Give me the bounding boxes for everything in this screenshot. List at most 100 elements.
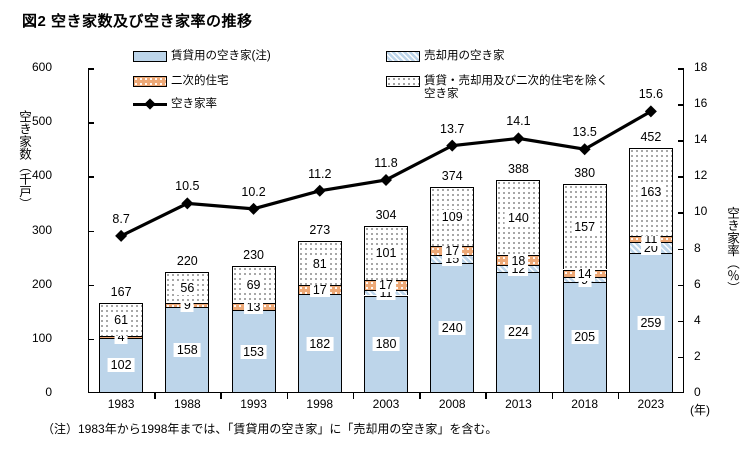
rate-value-label: 11.8 — [374, 155, 398, 170]
bar-segment-secondary[interactable]: 14 — [562, 266, 607, 281]
bar-segment-value: 158 — [173, 343, 201, 358]
bar-group[interactable]: 158 9 56 220 — [165, 68, 210, 393]
y-axis-right-tickmark — [678, 68, 684, 70]
y-axis-right-tick: 2 — [694, 348, 701, 363]
bar-segment-secondary[interactable]: 17 — [430, 243, 475, 258]
bar-segment-rental[interactable]: 158 — [165, 307, 210, 393]
y-axis-left-tick: 100 — [31, 330, 52, 345]
bar-segment-secondary[interactable]: 9 — [165, 298, 210, 313]
bar-segment-rental[interactable]: 224 — [496, 271, 541, 393]
bar-segment-secondary[interactable]: 11 — [628, 232, 673, 247]
legend-item-rental: 賃貸用の空き家(注) — [133, 50, 271, 63]
bar-group[interactable]: 153 13 69 230 — [231, 68, 276, 393]
y-axis-left-tick: 400 — [31, 168, 52, 183]
bar-segment-rental[interactable]: 102 — [99, 337, 144, 393]
bar-total-label: 273 — [309, 223, 331, 238]
legend-swatch-other-icon — [386, 76, 420, 87]
y-axis-left-tick: 500 — [31, 114, 52, 129]
x-axis-tickmark — [485, 393, 487, 399]
bar-segment-rental[interactable]: 153 — [231, 310, 276, 393]
bar-group[interactable]: 182 17 81 273 — [297, 68, 342, 393]
bar-segment-value: 61 — [111, 312, 132, 327]
bar-segment-value: 17 — [309, 283, 330, 298]
bar-group[interactable]: 180 11 17 101 304 — [364, 68, 408, 393]
bar-group[interactable]: 205914157380 — [562, 68, 607, 393]
y-axis-left-tick: 300 — [31, 222, 52, 237]
bar-segment-rental[interactable]: 259 — [628, 252, 673, 393]
y-axis-right-tickmark — [678, 284, 684, 287]
y-axis-right-tick: 18 — [694, 60, 708, 74]
bar-group[interactable]: 240 15 17 109 374 — [430, 68, 475, 393]
legend-label-other-line1: 賃貸・売却用及び二次的住宅を除く — [424, 75, 608, 87]
bar-segment-value: 180 — [372, 337, 400, 352]
y-axis-right-tickmark — [678, 140, 684, 142]
y-axis-right-tick: 10 — [694, 204, 708, 219]
plot-area: 102 4 61 167 158 9 56 220 153 13 69 230 182 17 81 273 18… — [88, 68, 684, 393]
legend-item-sale: 売却用の空き家 — [386, 50, 505, 63]
legend-label-secondary: 二次的住宅 — [171, 75, 229, 87]
bar-segment-value: 14 — [574, 266, 595, 281]
chart-legend: 賃貸用の空き家(注) 売却用の空き家 二次的住宅 賃貸・売却用及び二次的住宅を除… — [133, 50, 693, 112]
bar-segment-other[interactable]: 61 — [99, 302, 144, 336]
bar-segment-value: 182 — [306, 336, 334, 351]
x-axis-tick-label: 2008 — [438, 397, 466, 411]
bar-segment-secondary[interactable]: 18 — [496, 253, 541, 268]
x-axis-unit-label: (年) — [690, 403, 710, 417]
bar-segment-value: 17 — [442, 243, 463, 258]
y-axis-left-tick: 200 — [31, 276, 52, 291]
y-axis-right-tick: 4 — [694, 312, 701, 327]
bar-segment-value: 17 — [376, 278, 396, 293]
rate-value-label: 8.7 — [112, 211, 130, 226]
bar-segment-value: 102 — [107, 358, 135, 373]
bar-segment-secondary[interactable]: 13 — [231, 300, 276, 315]
bar-segment-other[interactable]: 69 — [231, 265, 276, 304]
y-axis-left-tickmark — [88, 122, 94, 124]
rate-value-label: 13.5 — [572, 125, 597, 140]
bar-segment-value: 140 — [505, 210, 532, 225]
bar-segment-other[interactable]: 157 — [562, 184, 607, 270]
y-axis-right-label: 空き家率（％） — [725, 206, 739, 294]
x-axis-tickmark — [617, 393, 620, 399]
bar-segment-rental[interactable]: 180 — [364, 295, 408, 393]
bar-total-label: 452 — [640, 129, 662, 144]
footnote: （注）1983年から1998年までは、「賃貸用の空き家」に「売却用の空き家」を含… — [42, 422, 498, 436]
y-axis-right-tickmark — [678, 356, 684, 359]
page-title: 図2 空き家数及び空き家率の推移 — [22, 13, 253, 30]
bar-segment-secondary[interactable]: 17 — [364, 278, 408, 293]
bar-segment-other[interactable]: 140 — [496, 179, 541, 256]
bar-segment-other[interactable]: 101 — [364, 225, 408, 281]
y-axis-right-tick: 8 — [694, 240, 701, 255]
rate-value-label: 11.2 — [308, 166, 332, 181]
legend-item-other: 賃貸・売却用及び二次的住宅を除く 空き家 — [386, 75, 608, 101]
bar-segment-value: 81 — [309, 256, 330, 271]
y-axis-left-tick: 0 — [45, 385, 52, 399]
bar-segment-other[interactable]: 56 — [165, 272, 210, 303]
legend-label-rate: 空き家率 — [171, 98, 217, 110]
bar-total-label: 304 — [375, 207, 397, 222]
x-axis-tick-label: 2013 — [505, 397, 532, 411]
bar-segment-secondary[interactable]: 17 — [297, 283, 342, 298]
y-axis-right-tick: 14 — [694, 132, 708, 147]
bar-group[interactable]: 259 20 11 163 452 — [628, 68, 673, 393]
bar-total-label: 167 — [110, 284, 132, 299]
x-axis-tick-label: 1993 — [240, 397, 267, 411]
bar-segment-rental[interactable]: 240 — [430, 263, 475, 393]
y-axis-left-tickmark — [88, 68, 94, 70]
bar-segment-other[interactable]: 109 — [430, 186, 475, 246]
legend-label-sale: 売却用の空き家 — [424, 50, 505, 62]
bar-segment-value: 157 — [571, 220, 599, 235]
y-axis-left-tick: 600 — [31, 60, 52, 74]
bar-segment-value: 163 — [637, 185, 665, 200]
x-axis-tickmark — [220, 393, 222, 399]
x-axis-tickmark — [419, 393, 421, 399]
bar-segment-secondary[interactable]: 4 — [99, 330, 144, 345]
bar-segment-other[interactable]: 163 — [628, 147, 673, 236]
bar-segment-rental[interactable]: 205 — [562, 281, 607, 393]
bar-segment-other[interactable]: 81 — [297, 241, 342, 286]
legend-item-rate: 空き家率 — [133, 98, 217, 111]
bar-segment-value: 240 — [438, 321, 466, 335]
bar-segment-rental[interactable]: 182 — [297, 294, 342, 393]
bar-group[interactable]: 102 4 61 167 — [99, 68, 144, 393]
x-axis-tickmark — [286, 393, 289, 399]
y-axis-right-tick: 12 — [694, 168, 708, 183]
